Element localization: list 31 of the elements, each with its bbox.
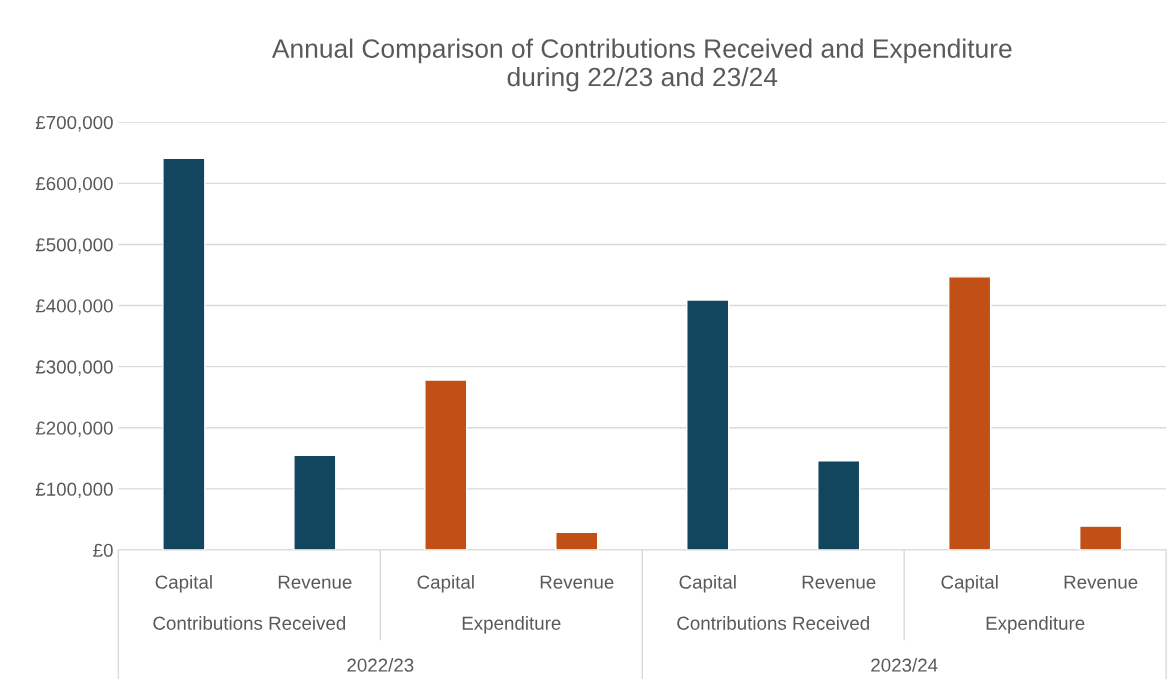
text: Expenditure — [986, 616, 1085, 634]
y-tick-label: £400,000 — [35, 299, 113, 315]
y-tick-label: £300,000 — [35, 360, 113, 376]
bar — [1079, 525, 1123, 550]
bar — [293, 454, 337, 550]
y-tick-label: £200,000 — [35, 421, 113, 437]
x-tick-label: Revenue — [1064, 575, 1138, 589]
bar — [948, 276, 992, 550]
text: 2023/24 — [871, 658, 938, 672]
text: 2022/23 — [347, 658, 414, 672]
chart-title: Annual Comparison of Contributions Received and Expenditure during 22/23 and 23/24 — [271, 38, 1012, 92]
text: Expenditure — [462, 616, 561, 634]
y-tick-label: £500,000 — [35, 238, 113, 254]
y-tick-label: £600,000 — [35, 177, 113, 193]
x-tick-label: Revenue — [278, 575, 352, 589]
x-tick-label: Capital — [941, 574, 998, 593]
text: Contributions Received — [677, 616, 869, 630]
x-tick-label: Revenue — [540, 575, 614, 589]
x-tick-label: Capital — [155, 574, 212, 593]
x-tick-label: Revenue — [802, 575, 876, 589]
bar — [555, 531, 599, 550]
y-tick-label: £100,000 — [35, 482, 113, 499]
text: Contributions Received — [153, 616, 346, 630]
x-tick-label: Capital — [417, 574, 474, 593]
bar — [686, 299, 730, 550]
bar — [162, 157, 206, 550]
bar — [817, 460, 861, 550]
y-tick-label: £700,000 — [35, 115, 113, 132]
bar — [424, 379, 468, 550]
y-tick-label: £0 — [93, 543, 113, 557]
x-tick-label: Capital — [679, 574, 736, 593]
